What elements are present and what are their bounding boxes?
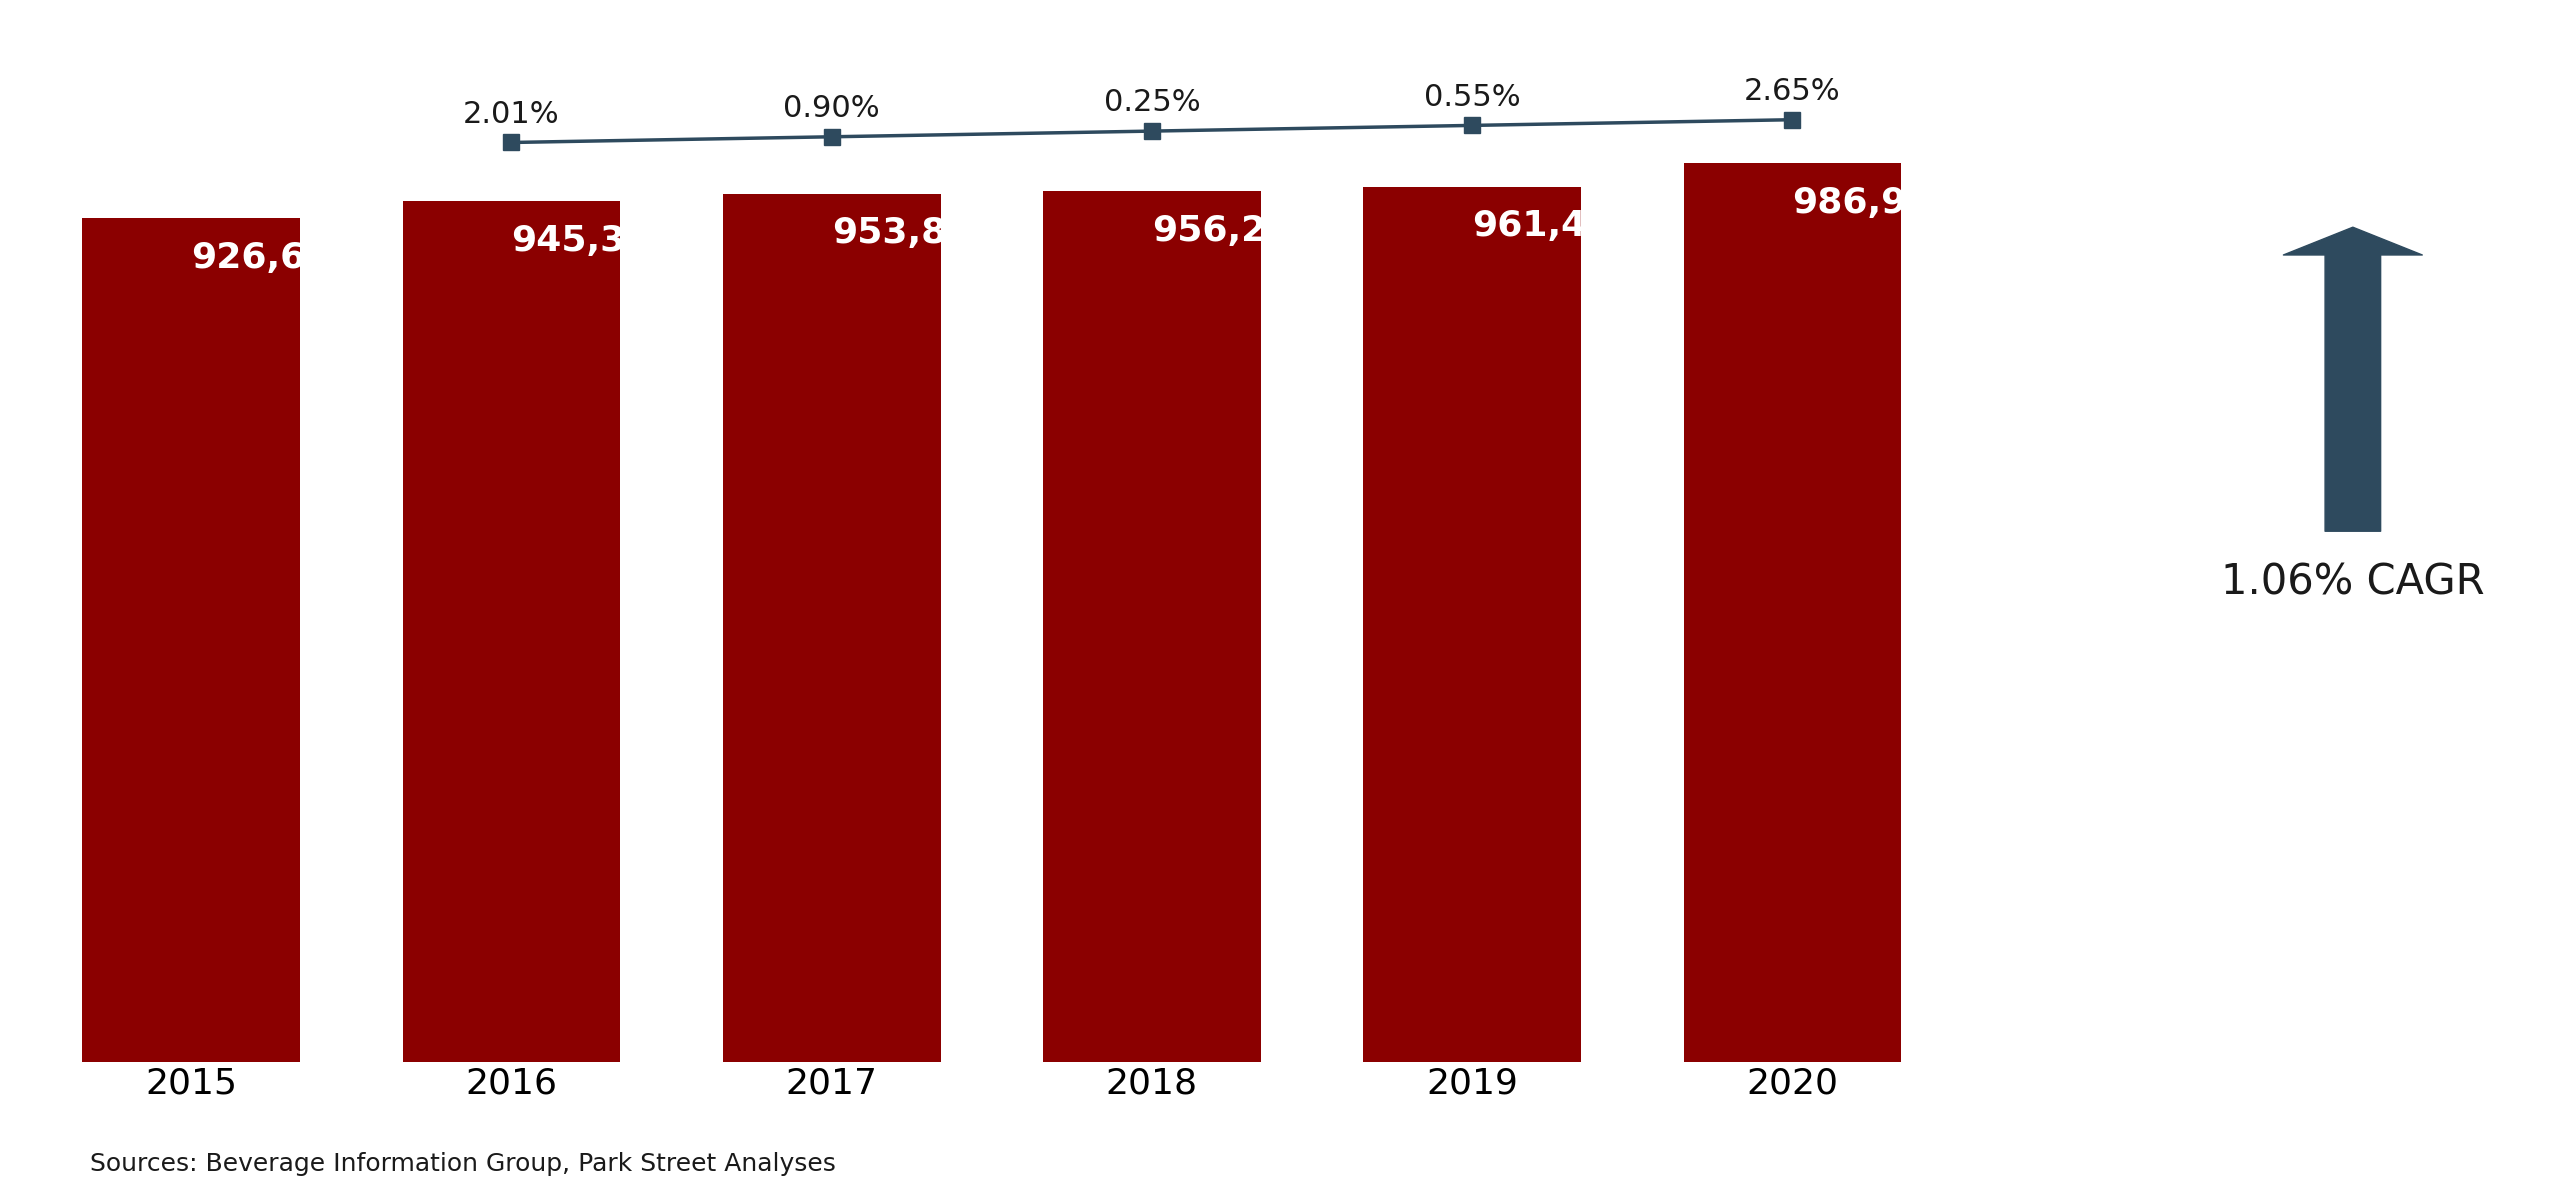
Bar <box>82 218 300 1062</box>
Text: Sources: Beverage Information Group, Park Street Analyses: Sources: Beverage Information Group, Par… <box>90 1152 835 1176</box>
Bar <box>1364 187 1582 1062</box>
Text: 0.55%: 0.55% <box>1423 83 1521 112</box>
Bar <box>402 202 620 1062</box>
Text: 986,933: 986,933 <box>1792 186 1956 221</box>
Text: 2.01%: 2.01% <box>463 100 561 128</box>
Text: 945,313: 945,313 <box>512 224 676 258</box>
Text: 0.90%: 0.90% <box>783 94 881 124</box>
Bar <box>1684 163 1902 1062</box>
Text: 953,810: 953,810 <box>832 216 996 251</box>
Bar <box>722 193 940 1062</box>
Text: 0.25%: 0.25% <box>1103 89 1201 118</box>
Text: 961,447: 961,447 <box>1472 210 1636 244</box>
Text: 2.65%: 2.65% <box>1743 77 1841 106</box>
Text: 1.06% CAGR: 1.06% CAGR <box>2222 562 2486 604</box>
Text: 956,225: 956,225 <box>1152 215 1316 248</box>
Text: 926,688: 926,688 <box>192 241 356 275</box>
Bar <box>1042 192 1260 1062</box>
